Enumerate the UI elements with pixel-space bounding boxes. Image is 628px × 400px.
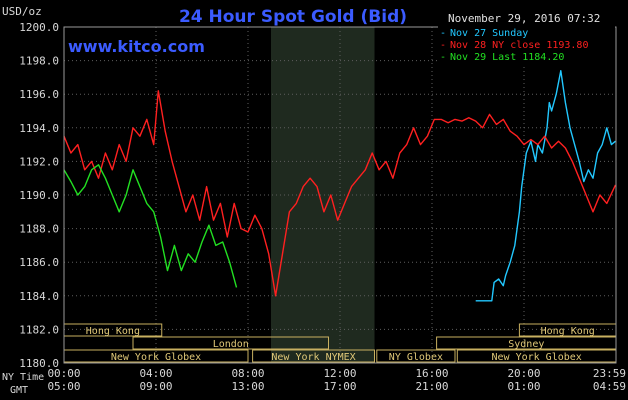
x-tick-label-gmt: 21:00	[415, 380, 448, 393]
x-axis-row-label-gmt: GMT	[10, 385, 28, 396]
legend-marker: -	[440, 52, 446, 63]
x-tick-label-ny: 00:00	[47, 367, 80, 380]
y-tick-label: 1188.0	[19, 223, 59, 236]
x-tick-label-ny: 04:00	[139, 367, 172, 380]
y-tick-label: 1200.0	[19, 21, 59, 34]
chart-title: 24 Hour Spot Gold (Bid)	[179, 7, 407, 27]
legend-entry: Nov 27 Sunday	[450, 28, 528, 39]
x-tick-label-ny: 20:00	[507, 367, 540, 380]
x-tick-label-gmt: 09:00	[139, 380, 172, 393]
shaded-period	[271, 27, 375, 363]
y-tick-label: 1198.0	[19, 55, 59, 68]
legend-entry: Nov 28 NY close 1193.80	[450, 40, 588, 51]
session-label: Hong Kong	[541, 326, 595, 337]
x-axis-row-label-ny: NY Time	[2, 372, 44, 383]
y-tick-label: 1190.0	[19, 189, 59, 202]
y-tick-label: 1196.0	[19, 88, 59, 101]
x-tick-label-gmt: 17:00	[323, 380, 356, 393]
session-label: New York Globex	[491, 352, 581, 363]
x-tick-label-ny: 12:00	[323, 367, 356, 380]
legend-marker: -	[440, 28, 446, 39]
y-tick-label: 1182.0	[19, 323, 59, 336]
session-label: Hong Kong	[86, 326, 140, 337]
x-tick-label-ny: 08:00	[231, 367, 264, 380]
y-axis-unit-label: USD/oz	[2, 5, 42, 18]
y-tick-label: 1184.0	[19, 290, 59, 303]
timestamp-label: November 29, 2016 07:32	[448, 12, 600, 25]
session-label: NY Globex	[389, 352, 443, 363]
y-tick-label: 1192.0	[19, 155, 59, 168]
x-tick-label-gmt: 01:00	[507, 380, 540, 393]
session-label: London	[213, 339, 249, 350]
x-tick-label-gmt: 05:00	[47, 380, 80, 393]
legend-entry: Nov 29 Last 1184.20	[450, 52, 564, 63]
session-label: New York Globex	[111, 352, 201, 363]
session-label: New York NYMEX	[271, 352, 355, 363]
website-label: www.kitco.com	[68, 37, 205, 56]
legend-marker: -	[440, 40, 446, 51]
session-label: Sydney	[508, 339, 544, 350]
x-tick-label-gmt: 13:00	[231, 380, 264, 393]
x-tick-label-ny: 16:00	[415, 367, 448, 380]
y-tick-label: 1186.0	[19, 256, 59, 269]
x-tick-label-ny: 23:59	[593, 367, 626, 380]
x-tick-label-gmt: 04:59	[593, 380, 626, 393]
y-tick-label: 1194.0	[19, 122, 59, 135]
